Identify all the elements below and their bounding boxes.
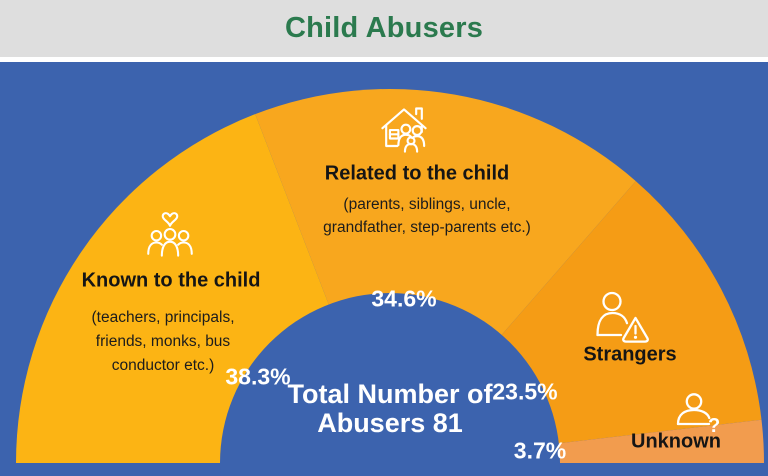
total-abusers-text: Total Number of Abusers 81: [287, 379, 493, 438]
percent-label-known: 38.3%: [225, 363, 291, 390]
percent-label-unknown: 3.7%: [513, 437, 567, 464]
person-question-icon: ?: [672, 391, 720, 437]
segment-desc-known: (teachers, principals, friends, monks, b…: [91, 309, 235, 374]
header-bar: Child Abusers: [0, 0, 768, 62]
percent-label-strangers: 23.5%: [492, 378, 558, 405]
house-family-icon: [374, 101, 434, 161]
segment-label-unknown: Unknown: [631, 430, 721, 453]
svg-text:?: ?: [708, 415, 720, 437]
percent-label-related: 34.6%: [371, 285, 437, 312]
wedge-related-to-the-child: [255, 88, 636, 464]
people-heart-icon: [141, 205, 199, 261]
donut-hole: [220, 293, 560, 476]
segment-label-strangers: Strangers: [583, 343, 677, 366]
segment-desc-related: (parents, siblings, uncle, grandfather, …: [323, 196, 531, 236]
person-warning-icon: [587, 288, 653, 346]
segment-label-known: Known to the child: [81, 269, 261, 292]
page-title: Child Abusers: [284, 12, 484, 44]
segment-label-related: Related to the child: [324, 162, 510, 185]
